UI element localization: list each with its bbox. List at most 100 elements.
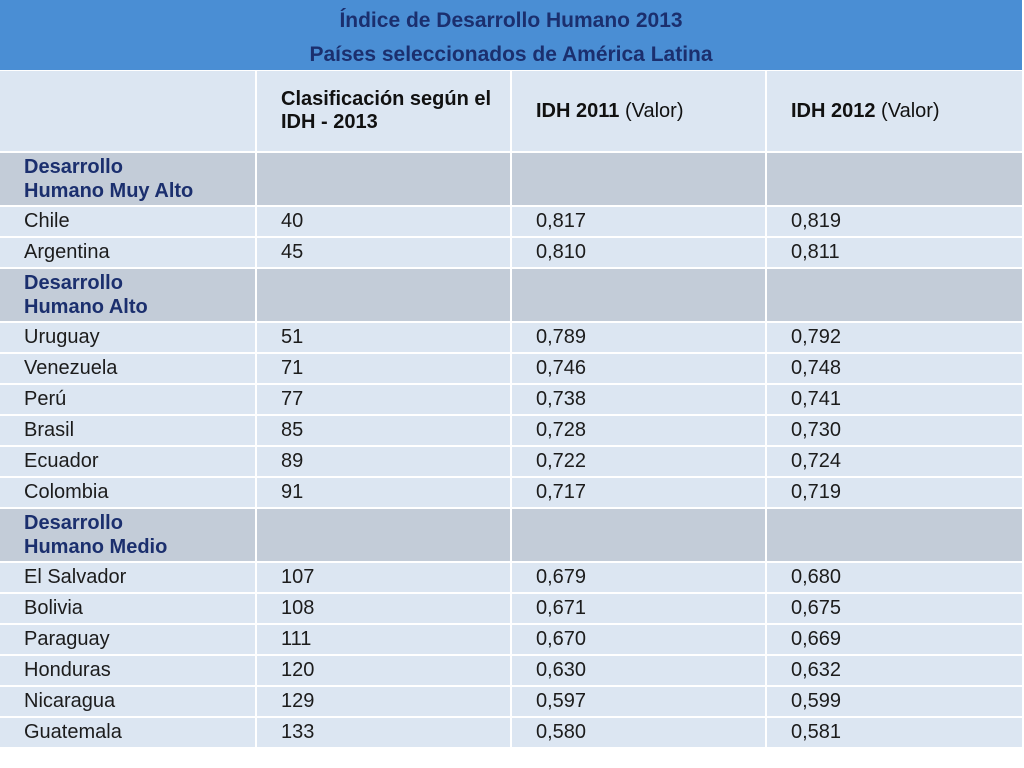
- rank-cell: 129: [256, 686, 512, 718]
- idh-2012-cell: 0,669: [766, 624, 1022, 656]
- rank-cell: 89: [256, 446, 512, 478]
- rank-cell: 91: [256, 477, 512, 509]
- country-cell: Venezuela: [0, 353, 257, 385]
- rank-cell: 108: [256, 593, 512, 625]
- table-title: Índice de Desarrollo Humano 2013: [339, 9, 683, 32]
- idh-2012-cell: 0,632: [766, 655, 1022, 687]
- table-row: Honduras 120 0,630 0,632: [0, 655, 1022, 687]
- idh-2012-cell: 0,730: [766, 415, 1022, 447]
- group-label: Desarrollo Humano Alto: [0, 268, 257, 323]
- header-idh-2012-unit: (Valor): [875, 99, 940, 122]
- country-cell: Uruguay: [0, 322, 257, 354]
- idh-2011-cell: 0,722: [511, 446, 767, 478]
- group-empty-cell: [511, 152, 767, 207]
- group-label-line-1: Desarrollo: [24, 512, 123, 534]
- idh-2012-cell: 0,811: [766, 237, 1022, 269]
- header-rank-label: Clasificación según el IDH - 2013: [281, 88, 492, 133]
- group-label-line-2: Humano Muy Alto: [24, 180, 194, 202]
- header-idh-2012: IDH 2012 (Valor): [766, 71, 1022, 153]
- country-cell: Chile: [0, 206, 257, 238]
- group-label: Desarrollo Humano Muy Alto: [0, 152, 257, 207]
- idh-2011-cell: 0,670: [511, 624, 767, 656]
- table-row: Nicaragua 129 0,597 0,599: [0, 686, 1022, 718]
- idh-2012-cell: 0,741: [766, 384, 1022, 416]
- table-row: Ecuador 89 0,722 0,724: [0, 446, 1022, 478]
- table-row: Uruguay 51 0,789 0,792: [0, 322, 1022, 354]
- table-row: Perú 77 0,738 0,741: [0, 384, 1022, 416]
- rank-cell: 40: [256, 206, 512, 238]
- header-country: [0, 71, 257, 153]
- group-label-line-2: Humano Alto: [24, 296, 148, 318]
- table-subtitle: Países seleccionados de América Latina: [309, 43, 713, 66]
- rank-cell: 51: [256, 322, 512, 354]
- header-idh-2011-unit: (Valor): [619, 99, 684, 122]
- group-empty-cell: [256, 508, 512, 563]
- idh-2012-cell: 0,599: [766, 686, 1022, 718]
- country-cell: Brasil: [0, 415, 257, 447]
- table-row: Argentina 45 0,810 0,811: [0, 237, 1022, 269]
- idh-2011-cell: 0,810: [511, 237, 767, 269]
- group-label-line-1: Desarrollo: [24, 156, 123, 178]
- group-empty-cell: [256, 152, 512, 207]
- country-cell: Ecuador: [0, 446, 257, 478]
- idh-2012-cell: 0,581: [766, 717, 1022, 749]
- country-cell: Colombia: [0, 477, 257, 509]
- header-idh-2011: IDH 2011 (Valor): [511, 71, 767, 153]
- table-header-row: Clasificación según el IDH - 2013 IDH 20…: [0, 71, 1022, 153]
- rank-cell: 111: [256, 624, 512, 656]
- table-row: Chile 40 0,817 0,819: [0, 206, 1022, 238]
- idh-2011-cell: 0,671: [511, 593, 767, 625]
- idh-2011-cell: 0,817: [511, 206, 767, 238]
- idh-2011-cell: 0,630: [511, 655, 767, 687]
- country-cell: Bolivia: [0, 593, 257, 625]
- table-row: Bolivia 108 0,671 0,675: [0, 593, 1022, 625]
- idh-table: Clasificación según el IDH - 2013 IDH 20…: [0, 71, 1022, 749]
- table-title-band: Índice de Desarrollo Humano 2013 Países …: [0, 0, 1022, 70]
- idh-2011-cell: 0,717: [511, 477, 767, 509]
- idh-2011-cell: 0,746: [511, 353, 767, 385]
- group-row: Desarrollo Humano Medio: [0, 508, 1022, 563]
- rank-cell: 71: [256, 353, 512, 385]
- group-empty-cell: [766, 152, 1022, 207]
- table-row: Brasil 85 0,728 0,730: [0, 415, 1022, 447]
- idh-2011-cell: 0,597: [511, 686, 767, 718]
- header-rank: Clasificación según el IDH - 2013: [256, 71, 512, 153]
- group-label: Desarrollo Humano Medio: [0, 508, 257, 563]
- idh-2012-cell: 0,748: [766, 353, 1022, 385]
- rank-cell: 77: [256, 384, 512, 416]
- idh-2012-cell: 0,819: [766, 206, 1022, 238]
- group-empty-cell: [256, 268, 512, 323]
- table-row: Guatemala 133 0,580 0,581: [0, 717, 1022, 749]
- group-empty-cell: [766, 268, 1022, 323]
- idh-2011-cell: 0,679: [511, 562, 767, 594]
- table-row: Colombia 91 0,717 0,719: [0, 477, 1022, 509]
- group-empty-cell: [766, 508, 1022, 563]
- group-empty-cell: [511, 268, 767, 323]
- group-empty-cell: [511, 508, 767, 563]
- country-cell: El Salvador: [0, 562, 257, 594]
- rank-cell: 133: [256, 717, 512, 749]
- country-cell: Guatemala: [0, 717, 257, 749]
- country-cell: Paraguay: [0, 624, 257, 656]
- group-row: Desarrollo Humano Muy Alto: [0, 152, 1022, 207]
- idh-2011-cell: 0,728: [511, 415, 767, 447]
- country-cell: Honduras: [0, 655, 257, 687]
- idh-2012-cell: 0,724: [766, 446, 1022, 478]
- idh-2011-cell: 0,789: [511, 322, 767, 354]
- rank-cell: 120: [256, 655, 512, 687]
- table-row: El Salvador 107 0,679 0,680: [0, 562, 1022, 594]
- group-label-line-2: Humano Medio: [24, 536, 168, 558]
- idh-2011-cell: 0,580: [511, 717, 767, 749]
- idh-2012-cell: 0,675: [766, 593, 1022, 625]
- group-label-line-1: Desarrollo: [24, 272, 123, 294]
- table-row: Venezuela 71 0,746 0,748: [0, 353, 1022, 385]
- rank-cell: 45: [256, 237, 512, 269]
- country-cell: Nicaragua: [0, 686, 257, 718]
- header-idh-2012-label: IDH 2012: [791, 99, 876, 122]
- group-row: Desarrollo Humano Alto: [0, 268, 1022, 323]
- country-cell: Argentina: [0, 237, 257, 269]
- idh-2012-cell: 0,719: [766, 477, 1022, 509]
- table-row: Paraguay 111 0,670 0,669: [0, 624, 1022, 656]
- rank-cell: 85: [256, 415, 512, 447]
